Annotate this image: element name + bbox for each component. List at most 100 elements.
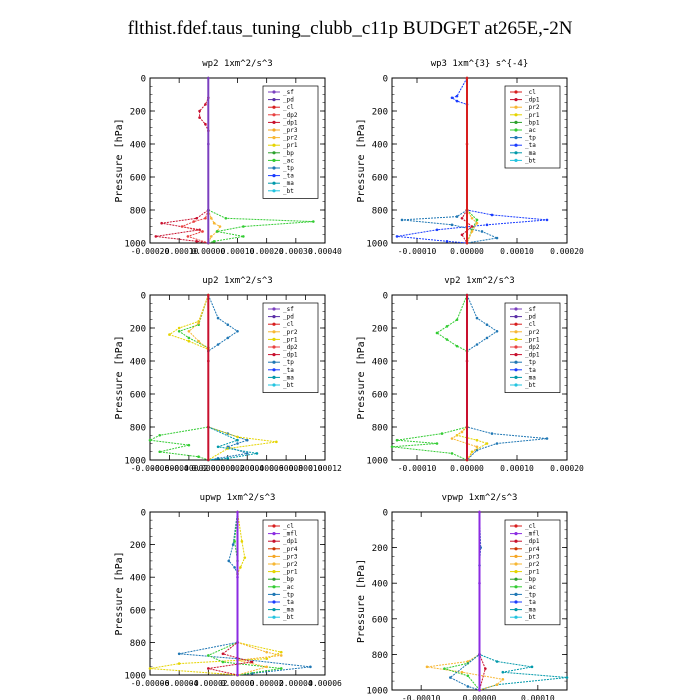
- series-point: [470, 225, 474, 228]
- series-point: [177, 330, 181, 333]
- legend-label: _pr2: [283, 561, 298, 568]
- series-point: [233, 540, 236, 543]
- series-point: [212, 240, 216, 243]
- legend-label: _ma: [283, 180, 294, 187]
- legend-label: _pr1: [525, 336, 540, 343]
- series-point: [395, 235, 399, 238]
- legend-label: _cl: [283, 104, 294, 111]
- legend-box: [504, 519, 561, 626]
- y-tick-label: 200: [130, 541, 146, 551]
- series-point: [265, 650, 268, 654]
- legend-label: _ta: [525, 367, 536, 374]
- y-tick-label: 1000: [366, 457, 388, 467]
- series-point: [279, 667, 283, 670]
- legend-label: _tp: [283, 165, 294, 172]
- legend-label: _cl: [283, 321, 294, 328]
- legend-marker: [272, 383, 276, 387]
- legend-marker: [272, 600, 276, 604]
- legend-marker: [272, 90, 276, 94]
- series-point: [490, 432, 494, 435]
- series-point: [215, 230, 219, 233]
- series-line: [208, 512, 253, 676]
- y-tick-label: 1000: [124, 672, 146, 682]
- y-tick-label: 400: [372, 141, 388, 151]
- legend-marker: [272, 174, 276, 178]
- legend-label: _ta: [525, 599, 536, 606]
- chart-title: wp2 1xm^2/s^3: [202, 59, 272, 69]
- legend-marker: [514, 600, 518, 604]
- series-point: [242, 225, 245, 228]
- series-point: [475, 448, 479, 452]
- series-point: [465, 458, 469, 462]
- series-point: [435, 331, 439, 335]
- series-point: [224, 216, 228, 220]
- series-point: [478, 688, 481, 692]
- series-point: [207, 458, 210, 462]
- series-point: [455, 215, 459, 218]
- series-point: [236, 435, 239, 439]
- chart-0: wp2 1xm^2/s^3 0 200 400 600 800 1000 Pressure […: [114, 59, 342, 256]
- legend-marker: [514, 136, 518, 140]
- series-point: [221, 652, 225, 656]
- legend-label: _ta: [283, 599, 294, 606]
- series-point: [198, 109, 201, 113]
- y-axis-label: Pressure [hPa]: [356, 335, 367, 419]
- legend-label: _bt: [525, 382, 536, 389]
- legend-label: _ma: [525, 150, 536, 157]
- x-tick-label: 0.00002: [250, 679, 284, 688]
- x-tick-label: 0.00010: [221, 247, 255, 256]
- series-point: [485, 223, 489, 227]
- legend-marker: [514, 120, 518, 124]
- series-point: [207, 654, 210, 657]
- legend-label: _bt: [283, 382, 294, 389]
- series-point: [236, 510, 239, 514]
- series-point: [490, 213, 494, 217]
- series-point: [460, 430, 464, 434]
- series-point: [207, 241, 210, 245]
- legend-label: _bt: [283, 614, 294, 621]
- x-tick-label: 0.00000: [221, 679, 255, 688]
- series-point: [460, 233, 464, 237]
- legend-marker: [514, 113, 518, 117]
- legend-marker: [272, 592, 276, 597]
- series-point: [207, 293, 210, 297]
- series-point: [449, 676, 452, 679]
- series-point: [197, 321, 200, 325]
- series-point: [455, 94, 459, 98]
- series-point: [265, 657, 268, 660]
- legend-marker: [272, 189, 276, 193]
- legend-label: _dp1: [525, 97, 540, 104]
- legend-marker: [514, 554, 518, 559]
- y-tick-label: 1000: [366, 240, 388, 250]
- y-tick-label: 600: [372, 174, 388, 184]
- series-point: [480, 230, 484, 233]
- series-point: [279, 650, 283, 654]
- legend-label: _tp: [283, 591, 294, 598]
- legend-label: _dp1: [283, 538, 298, 545]
- legend-marker: [272, 524, 276, 528]
- x-tick-label: 0.00010: [500, 247, 534, 256]
- legend-label: _pr1: [525, 569, 540, 576]
- series-point: [485, 336, 489, 340]
- legend-marker: [272, 307, 276, 311]
- series-point: [465, 425, 469, 429]
- series-line: [148, 294, 209, 461]
- series-point: [460, 670, 464, 674]
- y-tick-label: 800: [130, 639, 146, 649]
- legend-label: _dp2: [525, 344, 540, 351]
- series-point: [450, 96, 454, 100]
- series-point: [478, 581, 481, 585]
- legend-label: _pr1: [283, 142, 298, 149]
- legend-marker: [514, 532, 518, 536]
- legend-label: _sf: [525, 306, 536, 313]
- y-tick-label: 600: [130, 391, 146, 401]
- legend-marker: [514, 90, 518, 94]
- chart-title: vp2 1xm^2/s^3: [444, 276, 514, 286]
- legend-marker: [272, 158, 276, 162]
- series-point: [450, 223, 454, 227]
- series-point: [445, 240, 449, 243]
- series-line: [155, 78, 209, 244]
- series-point: [192, 220, 196, 223]
- y-tick-label: 800: [372, 424, 388, 434]
